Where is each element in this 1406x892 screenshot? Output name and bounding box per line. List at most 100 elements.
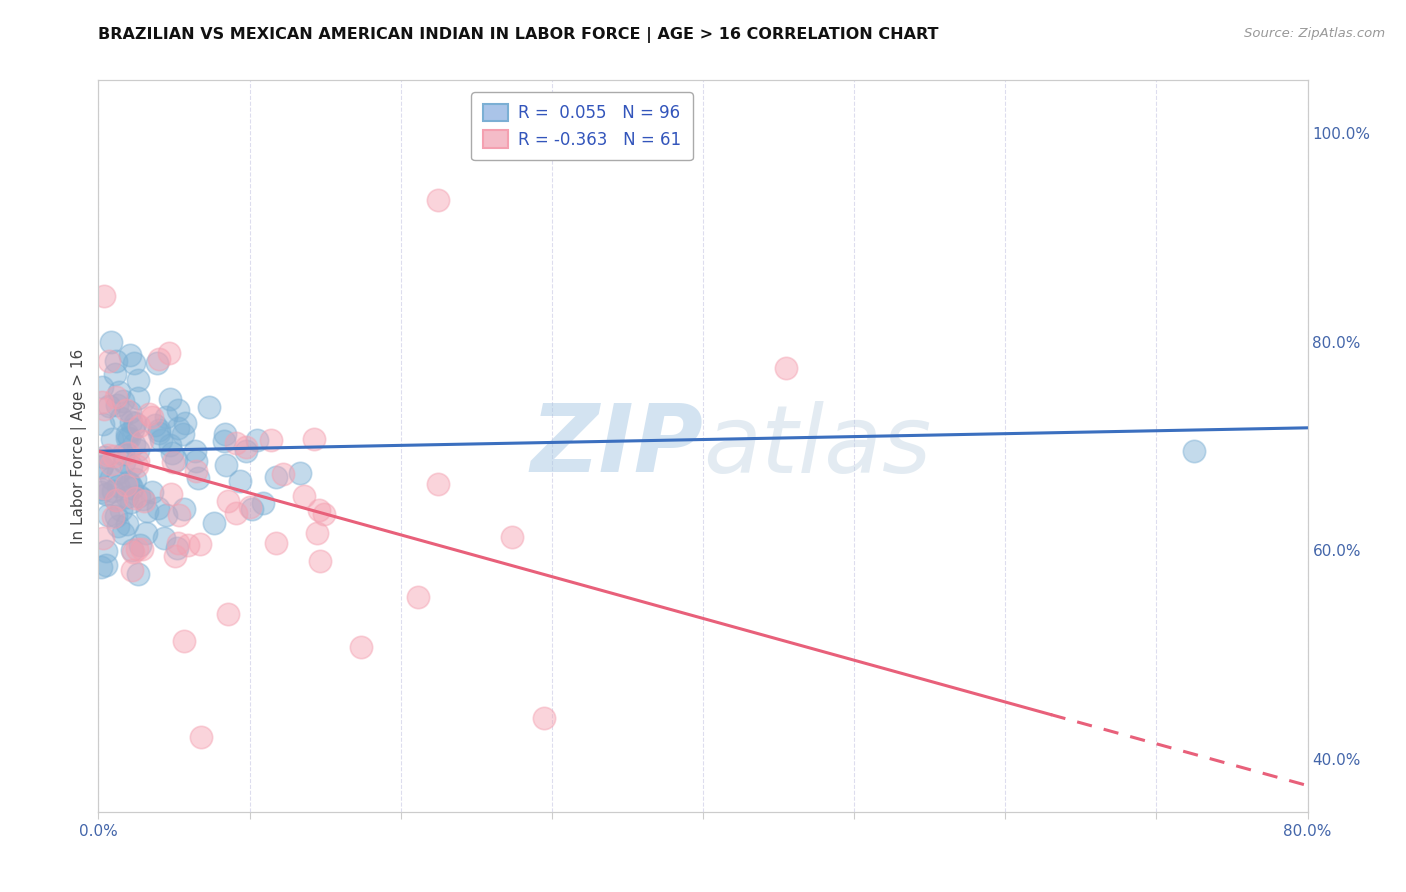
Point [124,491,146,505]
Point [132,491,155,506]
Point [120,415,142,429]
Point [290,466,312,480]
Point [110,503,132,517]
Point [159,438,181,452]
Point [107,519,129,533]
Point [94,487,117,501]
Point [148,423,170,437]
Text: Source: ZipAtlas.com: Source: ZipAtlas.com [1244,27,1385,40]
Point [304,432,326,446]
Point [128,489,150,503]
Point [121,481,143,495]
Point [100,334,122,349]
Point [427,194,450,208]
Point [104,492,127,507]
Point [252,495,274,509]
Point [93,402,115,417]
Point [93,289,115,303]
Point [307,526,329,541]
Point [105,390,128,404]
Point [217,493,239,508]
Point [96,544,118,558]
Point [117,475,139,490]
Point [127,459,149,474]
Point [155,508,177,522]
Point [190,731,212,745]
Point [426,477,449,491]
Point [105,398,128,412]
Point [202,516,225,531]
Point [105,493,128,508]
Point [225,435,247,450]
Point [94,558,117,572]
Point [173,501,195,516]
Point [165,549,187,563]
Point [115,402,138,417]
Point [97,354,120,368]
Text: ZIP: ZIP [530,400,703,492]
Point [107,466,129,480]
Point [127,391,149,405]
Point [146,356,169,370]
Point [166,541,188,555]
Legend: R =  0.055   N = 96, R = -0.363   N = 61: R = 0.055 N = 96, R = -0.363 N = 61 [471,92,693,161]
Point [131,542,153,557]
Point [127,454,149,468]
Point [229,475,252,489]
Point [152,532,174,546]
Point [260,434,283,448]
Point [122,356,145,370]
Point [127,566,149,581]
Point [118,431,141,445]
Point [90,560,112,574]
Point [314,508,336,522]
Point [155,409,177,424]
Point [90,485,112,500]
Point [246,433,269,447]
Point [115,516,138,531]
Point [143,418,166,433]
Point [127,542,149,557]
Point [225,506,247,520]
Point [124,416,146,430]
Point [117,446,139,460]
Point [117,490,139,504]
Point [132,493,155,508]
Point [187,471,209,485]
Point [160,445,183,459]
Point [167,536,190,550]
Point [115,431,138,445]
Point [101,509,124,524]
Point [114,477,136,491]
Point [406,590,429,604]
Point [150,434,173,448]
Point [91,417,114,431]
Point [197,400,219,414]
Point [235,440,257,454]
Point [167,421,190,435]
Point [169,508,191,522]
Point [214,426,236,441]
Point [120,494,142,508]
Point [184,454,207,468]
Point [162,455,184,469]
Point [188,537,211,551]
Point [141,410,163,425]
Point [350,640,373,654]
Point [264,536,287,550]
Point [101,432,124,446]
Point [212,434,235,448]
Point [104,508,127,523]
Point [103,450,125,464]
Point [115,426,138,441]
Point [217,607,239,622]
Point [167,403,190,417]
Point [501,530,523,544]
Point [159,392,181,406]
Point [121,543,143,558]
Point [122,545,145,559]
Point [775,360,797,375]
Point [112,455,135,469]
Point [100,471,122,485]
Point [91,458,114,473]
